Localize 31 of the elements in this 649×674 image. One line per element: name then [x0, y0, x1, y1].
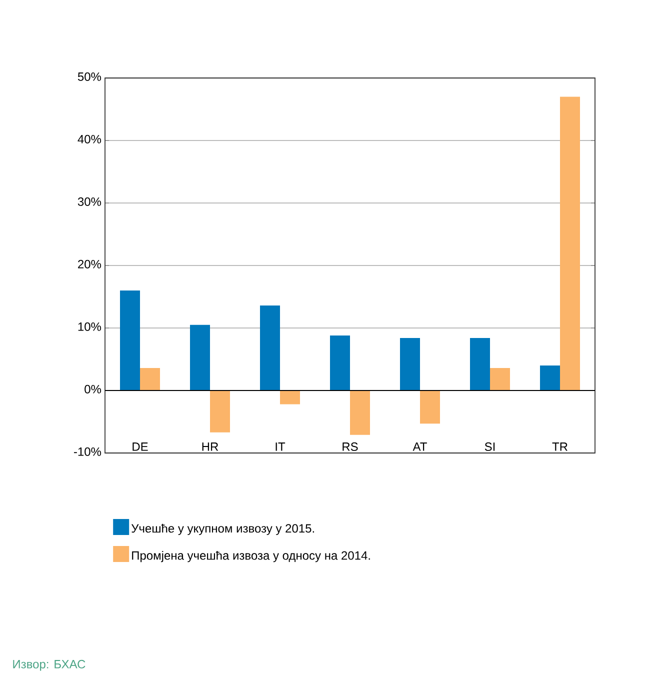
x-tick-label: SI — [484, 442, 495, 451]
y-tick-label: -10% — [74, 447, 102, 456]
bar — [140, 368, 160, 390]
x-tick-label: TR — [552, 442, 568, 451]
bar — [280, 390, 300, 404]
x-tick-label: DE — [132, 442, 148, 451]
y-tick-label: 10% — [78, 322, 102, 331]
bar — [400, 338, 420, 390]
y-tick-label: 40% — [78, 134, 102, 144]
bar — [330, 336, 350, 390]
bar — [190, 324, 210, 390]
y-tick-label: 50% — [78, 72, 102, 81]
bar — [210, 390, 230, 432]
x-tick-label: IT — [276, 442, 286, 451]
bar — [120, 290, 140, 390]
x-tick-label: RS — [342, 442, 358, 451]
bar — [560, 96, 580, 390]
bar — [490, 368, 510, 390]
text: Извор: БХАС — [13, 660, 86, 671]
y-tick-label: 30% — [78, 197, 102, 206]
y-tick-label: 0% — [84, 384, 102, 394]
bar — [420, 390, 440, 424]
x-tick-label: AT — [412, 442, 427, 451]
bar — [540, 366, 560, 390]
y-tick-label: 20% — [78, 260, 102, 268]
legend-label: Учешће у укупном извозу у 2015. — [131, 524, 314, 536]
bar — [350, 390, 370, 435]
legend-label: Промјена учешћа извоза у односу на 2014. — [132, 550, 370, 562]
x-tick-label: HR — [202, 442, 218, 451]
bar — [260, 306, 280, 390]
bar — [470, 338, 490, 390]
